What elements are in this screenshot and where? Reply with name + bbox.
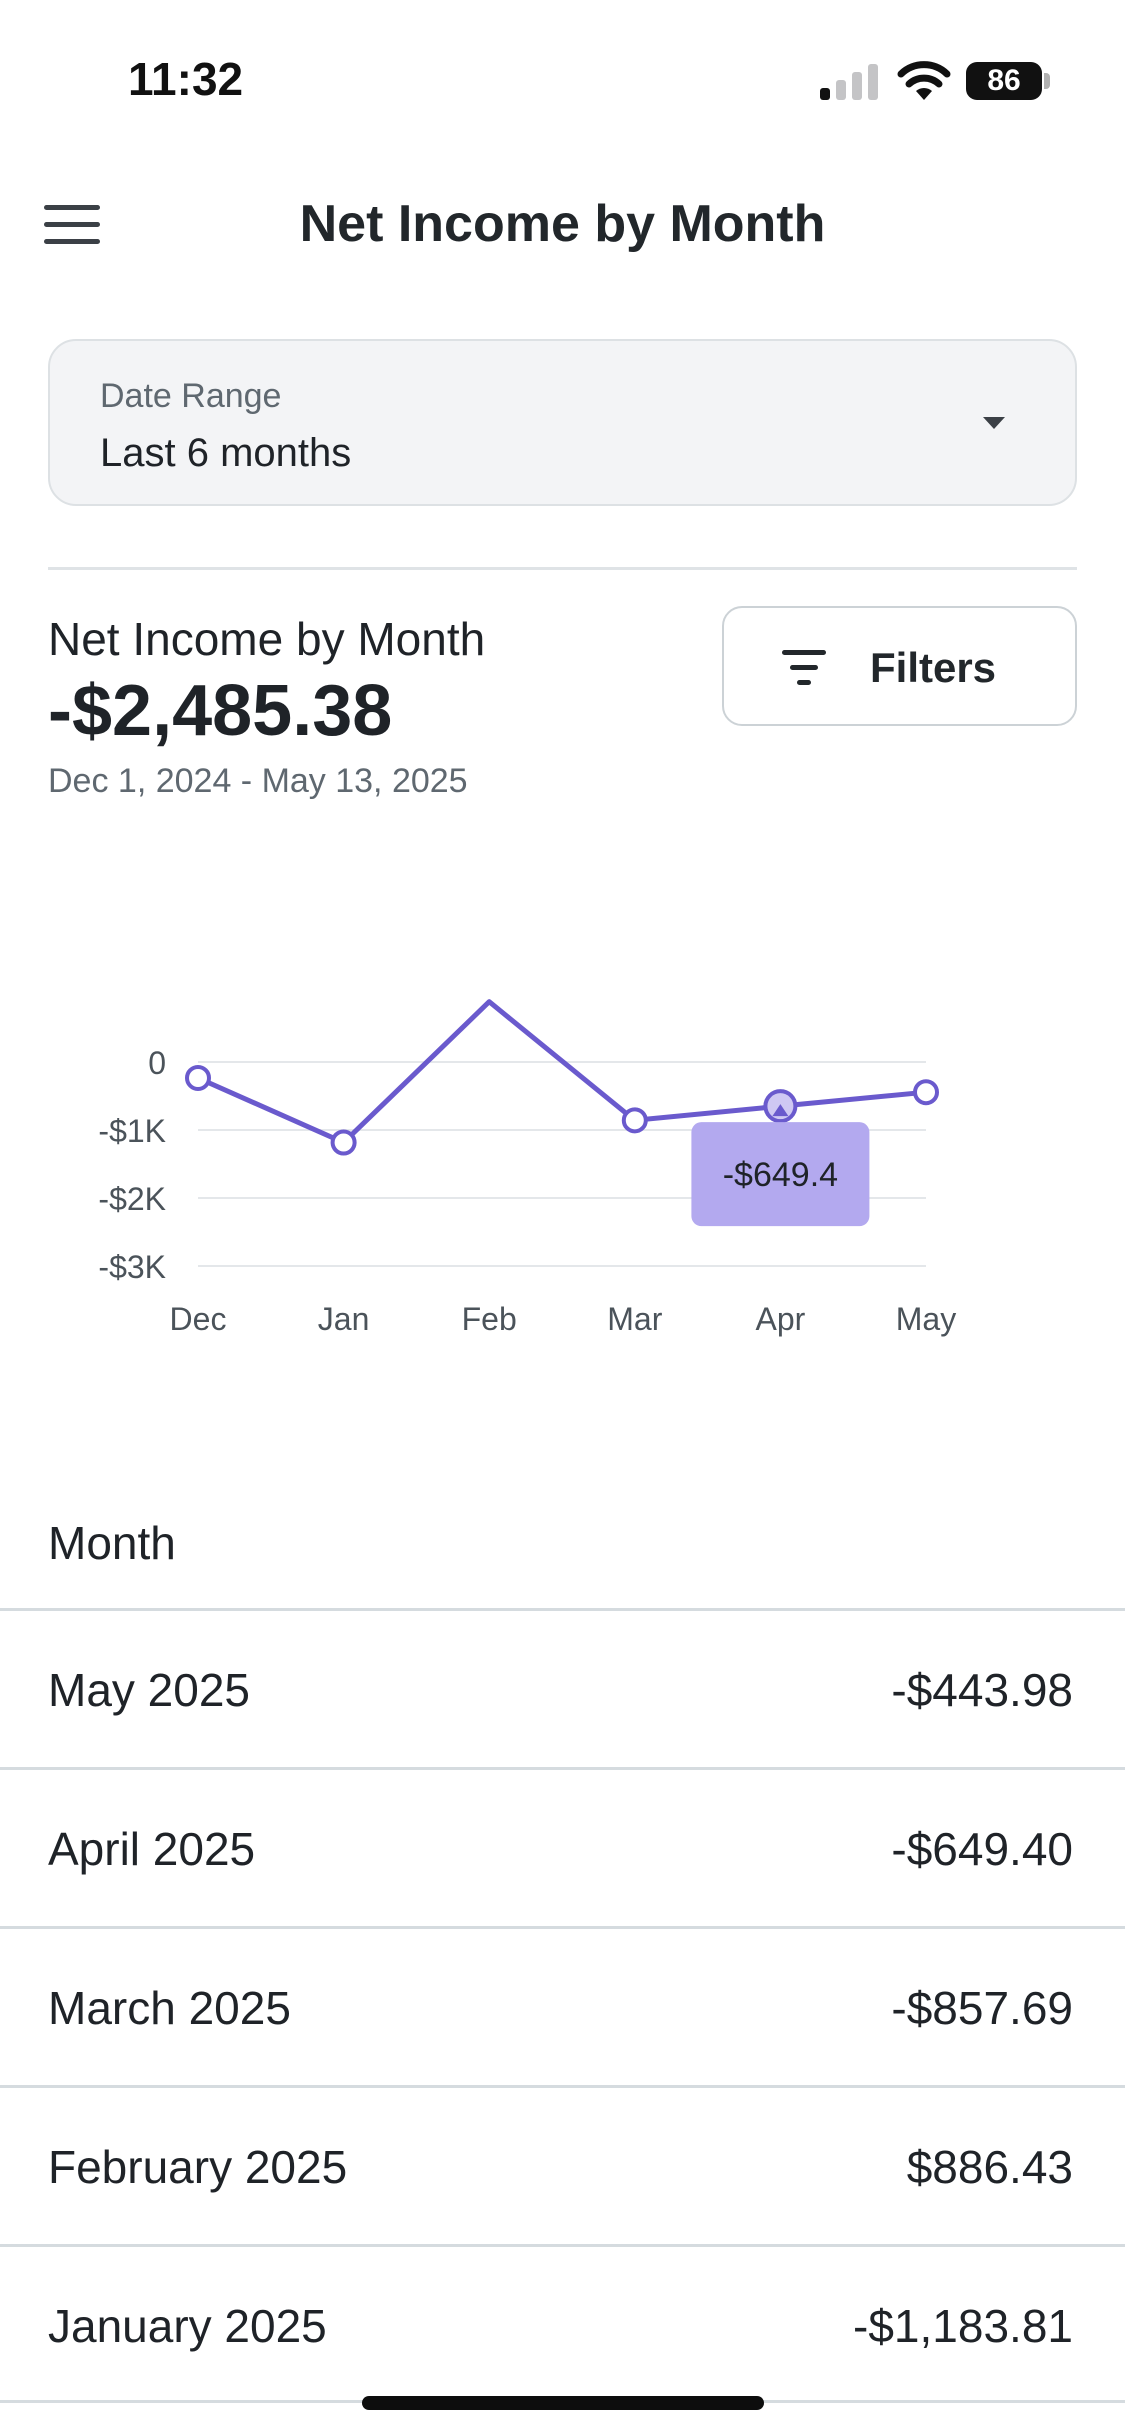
table-row[interactable]: April 2025 -$649.40 [0,1767,1125,1926]
wifi-icon [897,61,951,100]
summary-title: Net Income by Month [48,613,486,665]
y-tick-label: -$2K [98,1181,166,1217]
tooltip-box [691,1122,870,1227]
data-point [621,1107,648,1134]
series-line [196,999,927,1145]
battery-icon: 86 [966,62,1042,100]
data-point [185,1064,211,1091]
home-indicator [362,2396,764,2410]
x-tick-label: Apr [756,1301,806,1337]
row-month: May 2025 [48,1664,251,1716]
row-month: February 2025 [48,2141,348,2193]
row-month: April 2025 [48,1823,256,1875]
y-tick-label: -$3K [98,1249,166,1285]
x-tick-label: Mar [607,1301,662,1337]
row-month: January 2025 [48,2300,327,2352]
y-tick-label: 0 [148,1045,166,1081]
table-header-month: Month [48,1517,176,1569]
y-tick-label: -$1K [98,1113,166,1149]
x-tick-label: Dec [170,1301,227,1337]
row-amount: -$443.98 [891,1664,1073,1716]
tooltip-pointer [772,1104,789,1117]
date-range-select[interactable]: Date Range Last 6 months [48,339,1077,506]
summary-date-range: Dec 1, 2024 - May 13, 2025 [48,762,468,800]
row-amount: $886.43 [906,2141,1073,2193]
x-tick-label: Feb [462,1301,517,1337]
divider [48,567,1077,570]
cellular-signal-icon [820,62,878,100]
data-point [330,1129,357,1156]
table-row[interactable]: January 2025 -$1,183.81 [0,2244,1125,2403]
table-row[interactable]: March 2025 -$857.69 [0,1926,1125,2085]
filter-icon [782,650,826,686]
row-amount: -$857.69 [891,1982,1073,2034]
date-range-value: Last 6 months [100,431,352,475]
status-time: 11:32 [128,53,244,105]
x-tick-label: May [896,1301,956,1337]
table-row[interactable]: May 2025 -$443.98 [0,1608,1125,1767]
status-bar: 11:32 86 [0,0,1125,150]
tooltip-label: -$649.4 [723,1156,838,1194]
battery-cap [1044,73,1050,89]
x-tick-label: Jan [318,1301,370,1337]
monthly-table: May 2025 -$443.98 April 2025 -$649.40 Ma… [0,1608,1125,2403]
battery-level: 86 [987,64,1021,97]
caret-down-icon [983,417,1005,429]
page-title: Net Income by Month [299,195,826,253]
hamburger-menu-icon[interactable] [44,205,100,245]
row-amount: -$1,183.81 [853,2300,1073,2352]
data-point [913,1079,939,1106]
table-row[interactable]: February 2025 $886.43 [0,2085,1125,2244]
filters-button[interactable]: Filters [722,606,1077,726]
filters-label: Filters [870,644,997,691]
row-amount: -$649.40 [891,1823,1073,1875]
date-range-label: Date Range [100,377,282,415]
row-month: March 2025 [48,1982,291,2034]
summary-total: -$2,485.38 [48,671,393,751]
